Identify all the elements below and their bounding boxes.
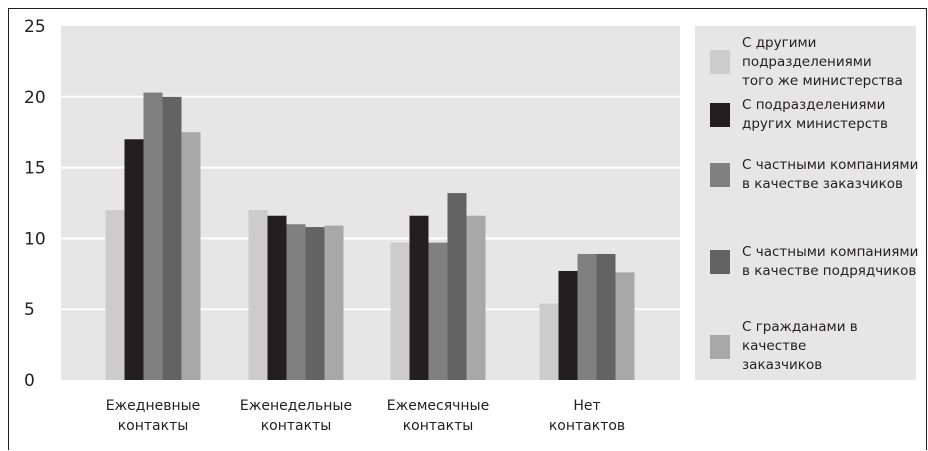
y-tick-label: 25 <box>24 17 46 37</box>
legend-label: С другими подразделениями того же министер… <box>742 34 922 91</box>
legend-label-line: того же министерства <box>742 72 903 89</box>
legend-swatch <box>710 250 730 274</box>
legend-label-line: С подразделениями <box>742 97 886 113</box>
x-category-label-line: Ежемесячные <box>386 398 490 414</box>
x-category-label-line: контактов <box>548 418 626 434</box>
bar <box>105 210 125 380</box>
bar <box>428 242 448 380</box>
x-category-label-line: Нет <box>573 398 601 414</box>
bar <box>181 132 201 380</box>
legend-item: С другими подразделениями того же министер… <box>710 34 922 91</box>
bar <box>558 270 578 380</box>
x-category-label-line: Ежедневные <box>105 398 201 414</box>
legend-label-line: С частными компаниями <box>742 157 919 173</box>
legend-label-line: подразделениями <box>742 53 872 70</box>
bar <box>124 139 144 380</box>
legend-item: С частными компаниями в качестве подрядчи… <box>710 243 922 281</box>
y-tick-label: 0 <box>24 371 35 391</box>
bar <box>447 193 467 380</box>
legend-swatch <box>710 50 730 74</box>
bar <box>577 253 597 380</box>
legend-label-line: в качестве заказчиков <box>742 176 903 192</box>
legend-swatch <box>710 103 730 127</box>
bar <box>162 96 182 381</box>
legend-label: С гражданами в качестве заказчиков <box>742 318 922 375</box>
legend-item: С гражданами в качестве заказчиков <box>710 318 922 375</box>
bar <box>409 215 429 380</box>
bar <box>596 253 616 380</box>
bar <box>539 303 559 380</box>
x-category-label-line: Еженедельные <box>239 398 353 414</box>
x-category-label: Ежемесячные контакты <box>368 396 508 436</box>
legend-swatch <box>710 334 730 359</box>
bar <box>615 272 635 380</box>
x-category-label-line: контакты <box>402 418 474 434</box>
legend-label-line: в качестве подрядчиков <box>742 263 917 279</box>
legend-label: С частными компаниями в качестве заказчик… <box>742 156 922 194</box>
legend <box>695 26 916 380</box>
bar <box>267 215 287 380</box>
x-category-label: Нет контактов <box>517 396 657 436</box>
chart-frame <box>8 8 927 450</box>
x-category-label: Ежедневные контакты <box>83 396 223 436</box>
legend-label-line: заказчиков <box>742 357 823 373</box>
y-tick-label: 10 <box>24 229 46 249</box>
legend-label-line: С другими <box>742 34 817 51</box>
bar <box>466 215 486 380</box>
legend-label-line: других министерств <box>742 116 889 132</box>
x-category-label: Еженедельные контакты <box>226 396 366 436</box>
legend-swatch <box>710 163 730 187</box>
bar <box>143 92 163 380</box>
bar <box>390 242 410 380</box>
y-tick-label: 15 <box>24 159 46 179</box>
y-tick-label: 5 <box>24 300 35 320</box>
legend-label: С подразделениями других министерств <box>742 96 922 134</box>
legend-label-line: С частными компаниями <box>742 244 919 260</box>
legend-label: С частными компаниями в качестве подрядчи… <box>742 243 922 281</box>
bar <box>305 227 325 380</box>
x-category-label-line: контакты <box>117 418 189 434</box>
legend-item: С подразделениями других министерств <box>710 96 922 134</box>
bar <box>286 224 306 380</box>
y-tick-label: 20 <box>24 88 46 108</box>
legend-item: С частными компаниями в качестве заказчик… <box>710 156 922 194</box>
legend-label-line: С гражданами в качестве <box>742 319 858 354</box>
x-category-label-line: контакты <box>260 418 332 434</box>
bar <box>248 210 268 380</box>
bar <box>324 225 344 380</box>
